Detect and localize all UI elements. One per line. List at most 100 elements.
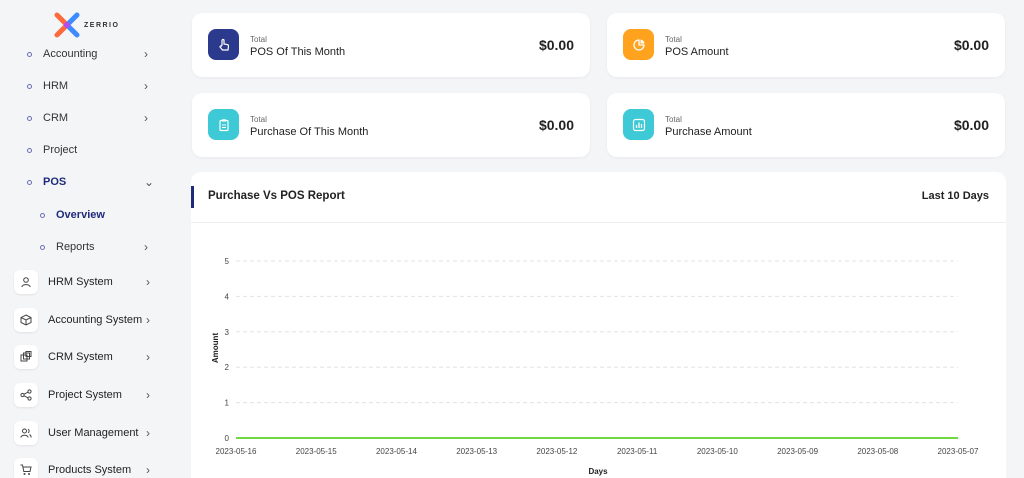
chart-grid (236, 260, 958, 439)
sidebar-item-crm-system[interactable]: CRM System › (0, 339, 178, 375)
stat-title: POS Of This Month (250, 46, 346, 58)
stat-value: $0.00 (953, 37, 989, 53)
sidebar-item-label: HRM (43, 80, 69, 92)
sidebar-item-label: Overview (56, 209, 105, 221)
stat-total-label: Total (250, 35, 267, 44)
y-axis-label: Amount (211, 333, 220, 364)
x-axis-label: Days (588, 467, 608, 476)
date-range-selector[interactable]: Last 10 Days (921, 190, 989, 202)
y-tick-label: 3 (225, 328, 230, 337)
x-tick-label: 2023-05-12 (536, 447, 577, 456)
sidebar-item-reports[interactable]: Reports › (0, 231, 178, 263)
x-tick-label: 2023-05-11 (617, 447, 658, 456)
logo-icon (54, 12, 80, 38)
chevron-right-icon: › (146, 313, 150, 327)
x-tick-label: 2023-05-16 (216, 447, 257, 456)
sidebar-item-pos[interactable]: POS ⌄ (0, 166, 178, 198)
sidebar-item-label: Accounting (43, 48, 98, 60)
sidebar-item-hrm-system[interactable]: HRM System › (0, 264, 178, 300)
stat-value: $0.00 (953, 117, 989, 133)
share-icon (14, 383, 38, 407)
sidebar-item-label: POS (43, 176, 67, 188)
sidebar-item-label: CRM System (48, 351, 113, 363)
sidebar-item-label: CRM (43, 112, 69, 124)
sidebar-item-user-management[interactable]: User Management › (0, 415, 178, 451)
stat-card-purchase-month: Total Purchase Of This Month $0.00 (192, 93, 590, 157)
brand-name: ZERRIO (84, 21, 120, 29)
sidebar-item-crm[interactable]: CRM › (0, 102, 178, 134)
brand-logo[interactable]: ZERRIO (54, 12, 119, 38)
layers-icon (14, 345, 38, 369)
report-title: Purchase Vs POS Report (208, 190, 345, 202)
y-tick-label: 0 (225, 434, 230, 443)
sidebar-item-products-system[interactable]: Products System › (0, 452, 178, 478)
accent-bar (191, 186, 194, 208)
pie-chart-icon (623, 29, 654, 60)
sidebar-item-project[interactable]: Project (0, 134, 178, 166)
hand-pointer-icon (208, 29, 239, 60)
stat-card-pos-amount: Total POS Amount $0.00 (607, 13, 1005, 77)
stat-total-label: Total (665, 35, 682, 44)
chevron-right-icon: › (144, 111, 148, 125)
sidebar-item-label: Accounting System (48, 314, 143, 326)
sidebar-item-hrm[interactable]: HRM › (0, 70, 178, 102)
chevron-right-icon: › (146, 463, 150, 477)
sidebar-item-project-system[interactable]: Project System › (0, 377, 178, 413)
x-tick-label: 2023-05-10 (697, 447, 738, 456)
chevron-right-icon: › (146, 350, 150, 364)
stat-card-pos-month: Total POS Of This Month $0.00 (192, 13, 590, 77)
users-icon (14, 421, 38, 445)
user-icon (14, 270, 38, 294)
sidebar-item-label: Project (43, 144, 78, 156)
stat-title: Purchase Of This Month (250, 126, 369, 138)
stat-card-purchase-amount: Total Purchase Amount $0.00 (607, 93, 1005, 157)
x-tick-label: 2023-05-13 (456, 447, 497, 456)
sidebar-item-label: User Management (48, 427, 139, 439)
sidebar-item-label: HRM System (48, 276, 113, 288)
chevron-right-icon: › (146, 275, 150, 289)
x-tick-label: 2023-05-07 (938, 447, 979, 456)
y-tick-label: 2 (225, 363, 230, 372)
chevron-right-icon: › (144, 47, 148, 61)
bullet-icon (27, 147, 32, 153)
bullet-icon (40, 244, 45, 250)
sidebar-item-label: Reports (56, 241, 95, 253)
sidebar: ZERRIO Accounting › HRM › CRM › Project … (0, 0, 178, 478)
clipboard-icon (208, 109, 239, 140)
x-tick-label: 2023-05-14 (376, 447, 417, 456)
stat-value: $0.00 (538, 37, 574, 53)
report-header: Purchase Vs POS Report Last 10 Days (191, 172, 1006, 223)
cart-icon (14, 458, 38, 478)
x-tick-label: 2023-05-08 (857, 447, 898, 456)
y-axis-ticks: 0 1 2 3 4 5 (225, 257, 230, 443)
stat-total-label: Total (250, 115, 267, 124)
box-icon (14, 308, 38, 332)
sidebar-item-label: Products System (48, 464, 132, 476)
purchase-vs-pos-report: Purchase Vs POS Report Last 10 Days 0 1 2 3… (191, 172, 1006, 478)
y-tick-label: 4 (225, 292, 230, 301)
bullet-icon (27, 83, 32, 89)
sidebar-item-overview[interactable]: Overview (0, 199, 178, 231)
chevron-down-icon: ⌄ (144, 175, 155, 189)
bullet-icon (40, 212, 45, 218)
chevron-right-icon: › (146, 426, 150, 440)
stat-title: Purchase Amount (665, 126, 752, 138)
bullet-icon (27, 115, 32, 121)
sidebar-item-accounting-system[interactable]: Accounting System › (0, 302, 178, 338)
chevron-right-icon: › (144, 79, 148, 93)
y-tick-label: 5 (225, 257, 230, 266)
bullet-icon (27, 179, 32, 185)
stat-total-label: Total (665, 115, 682, 124)
x-tick-label: 2023-05-09 (777, 447, 818, 456)
chevron-right-icon: › (144, 240, 148, 254)
x-axis-ticks: 2023-05-16 2023-05-15 2023-05-14 2023-05-13… (216, 447, 979, 456)
sidebar-item-label: Project System (48, 389, 122, 401)
stat-title: POS Amount (665, 46, 729, 58)
sidebar-item-accounting[interactable]: Accounting › (0, 38, 178, 70)
bullet-icon (27, 51, 32, 57)
stat-value: $0.00 (538, 117, 574, 133)
x-tick-label: 2023-05-15 (296, 447, 337, 456)
bar-chart-icon (623, 109, 654, 140)
y-tick-label: 1 (225, 399, 230, 408)
